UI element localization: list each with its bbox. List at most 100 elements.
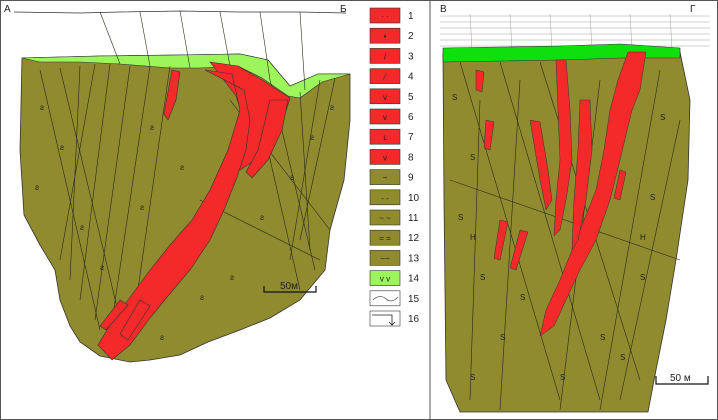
section-right-end-label: Г — [690, 4, 696, 15]
section-right-scale-bar: 50 м — [655, 373, 709, 385]
legend-number: 15 — [408, 294, 420, 305]
legend-swatch-symbol: ~ — [383, 174, 388, 183]
legend-swatch — [369, 88, 401, 105]
legend: · · 1• 2/3⁄ 4v 5v 6ʟ 7v 8~ 9- -10~ ~11= = 12~~ 13v… — [369, 7, 420, 327]
svg-text:S: S — [650, 193, 655, 202]
legend-swatch — [369, 48, 401, 64]
svg-text:ƨ: ƨ — [290, 173, 294, 182]
section-left: ƨ ƨ ƨ ƨ ƨ ƨ ƨ ƨ ƨ ƨ ƨ ƨ ƨ ƨ ƨ А Б 50м — [4, 4, 351, 363]
section-left-ore-bodies — [97, 61, 291, 361]
section-right-fault-lines — [449, 61, 681, 411]
legend-item-2: • 2 — [369, 27, 414, 44]
legend-item-15: 15 — [369, 290, 420, 307]
legend-item-16: 16 — [369, 310, 420, 327]
legend-item-4: ⁄ 4 — [369, 68, 414, 84]
svg-text:S: S — [640, 273, 645, 282]
section-right-host-rock — [442, 49, 691, 413]
svg-text:ƨ: ƨ — [40, 103, 44, 112]
legend-swatch-symbol: v — [383, 153, 387, 162]
svg-text:ƨ: ƨ — [60, 143, 64, 152]
legend-well-symbol — [372, 314, 396, 326]
svg-text:ƨ: ƨ — [80, 223, 84, 232]
section-left-end-label: Б — [340, 4, 347, 15]
legend-item-1: · · 1 — [369, 7, 414, 24]
svg-text:S: S — [470, 153, 475, 162]
legend-number: 7 — [408, 132, 414, 143]
svg-text:S: S — [480, 273, 485, 282]
legend-item-3: /3 — [369, 48, 414, 64]
section-right-start-label: В — [440, 4, 447, 15]
legend-item-10: - - 10 — [369, 189, 420, 206]
legend-swatch — [369, 250, 401, 266]
svg-text:ƨ: ƨ — [310, 133, 314, 142]
svg-text:ƨ: ƨ — [35, 183, 39, 192]
legend-number: 6 — [408, 112, 414, 123]
legend-swatch-symbol: • — [384, 32, 387, 41]
svg-text:S: S — [660, 113, 665, 122]
legend-number: 16 — [408, 314, 420, 325]
legend-item-12: = = 12 — [369, 229, 420, 246]
legend-number: 11 — [408, 213, 419, 224]
svg-text:ƨ: ƨ — [200, 293, 204, 302]
svg-text:S: S — [560, 373, 565, 382]
legend-swatch-symbol: - - — [381, 194, 389, 203]
legend-number: 12 — [408, 233, 420, 244]
legend-swatch — [369, 128, 401, 145]
svg-text:S: S — [620, 353, 625, 362]
legend-swatch — [369, 189, 401, 206]
svg-text:ƨ: ƨ — [330, 103, 334, 112]
legend-swatch-symbol: · · — [381, 12, 389, 21]
legend-swatch — [369, 209, 401, 226]
legend-swatch — [369, 108, 401, 125]
legend-swatch-symbol: = = — [379, 234, 391, 243]
legend-swatch-symbol: ~ ~ — [379, 214, 391, 223]
legend-item-13: ~~ 13 — [369, 250, 420, 266]
section-right-scale-label: 50 м — [670, 373, 691, 384]
svg-text:ƨ: ƨ — [140, 203, 144, 212]
svg-text:H: H — [470, 233, 476, 242]
svg-text:ƨ: ƨ — [230, 273, 234, 282]
legend-number: 10 — [408, 193, 420, 204]
legend-swatch — [369, 169, 401, 185]
legend-number: 3 — [408, 51, 414, 62]
legend-swatch-symbol: ʟ — [383, 133, 386, 142]
section-left-scale-bar: 50м — [263, 281, 317, 293]
svg-text:ƨ: ƨ — [150, 123, 154, 132]
legend-number: 14 — [408, 274, 420, 285]
legend-number: 4 — [408, 72, 414, 83]
legend-swatch — [369, 7, 401, 24]
legend-number: 1 — [408, 11, 414, 22]
legend-number: 2 — [408, 31, 414, 42]
legend-swatch-symbol: v — [383, 113, 387, 122]
legend-swatch — [369, 229, 401, 246]
svg-text:ƨ: ƨ — [100, 263, 104, 272]
svg-text:S: S — [520, 293, 525, 302]
section-right-grid — [440, 13, 710, 51]
legend-swatch-symbol: ~~ — [380, 254, 390, 263]
legend-swatch — [369, 149, 401, 165]
section-right-cover — [442, 43, 681, 63]
svg-text:ƨ: ƨ — [260, 213, 264, 222]
legend-swatch — [369, 270, 401, 286]
legend-swatch-symbol: v v — [380, 275, 390, 284]
section-left-rock-symbols: ƨ ƨ ƨ ƨ ƨ ƨ ƨ ƨ ƨ ƨ ƨ ƨ ƨ ƨ ƨ — [35, 103, 334, 342]
legend-line-symbol — [372, 296, 399, 302]
legend-item-11: ~ ~ 11 — [369, 209, 419, 226]
svg-text:S: S — [500, 333, 505, 342]
section-right: S S S S S S S S S S S S S H H В Г 50 м — [440, 4, 710, 413]
section-left-start-label: А — [4, 4, 11, 15]
section-right-ore-bodies — [475, 51, 647, 337]
section-right-rock-symbols: S S S S S S S S S S S S S H H — [452, 93, 665, 382]
legend-item-9: ~9 — [369, 169, 414, 185]
legend-swatch — [369, 68, 401, 84]
svg-text:ƨ: ƨ — [160, 333, 164, 342]
svg-text:S: S — [452, 93, 457, 102]
svg-text:S: S — [458, 213, 463, 222]
legend-number: 8 — [408, 152, 414, 163]
section-left-scale-label: 50м — [280, 281, 298, 292]
